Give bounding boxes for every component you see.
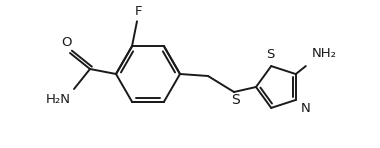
- Text: F: F: [134, 5, 142, 18]
- Text: N: N: [301, 102, 310, 115]
- Text: NH₂: NH₂: [312, 47, 337, 60]
- Text: H₂N: H₂N: [46, 93, 71, 106]
- Text: S: S: [266, 48, 274, 61]
- Text: O: O: [61, 36, 71, 49]
- Text: S: S: [231, 93, 239, 107]
